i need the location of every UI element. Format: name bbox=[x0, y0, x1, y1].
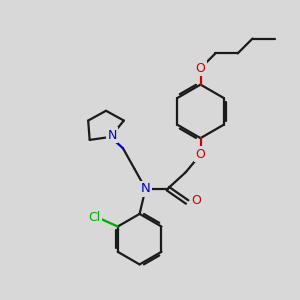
Text: Cl: Cl bbox=[89, 211, 101, 224]
Text: O: O bbox=[191, 194, 201, 207]
Text: N: N bbox=[107, 129, 117, 142]
Text: N: N bbox=[141, 182, 150, 195]
Text: O: O bbox=[196, 62, 206, 75]
Text: O: O bbox=[196, 148, 206, 161]
